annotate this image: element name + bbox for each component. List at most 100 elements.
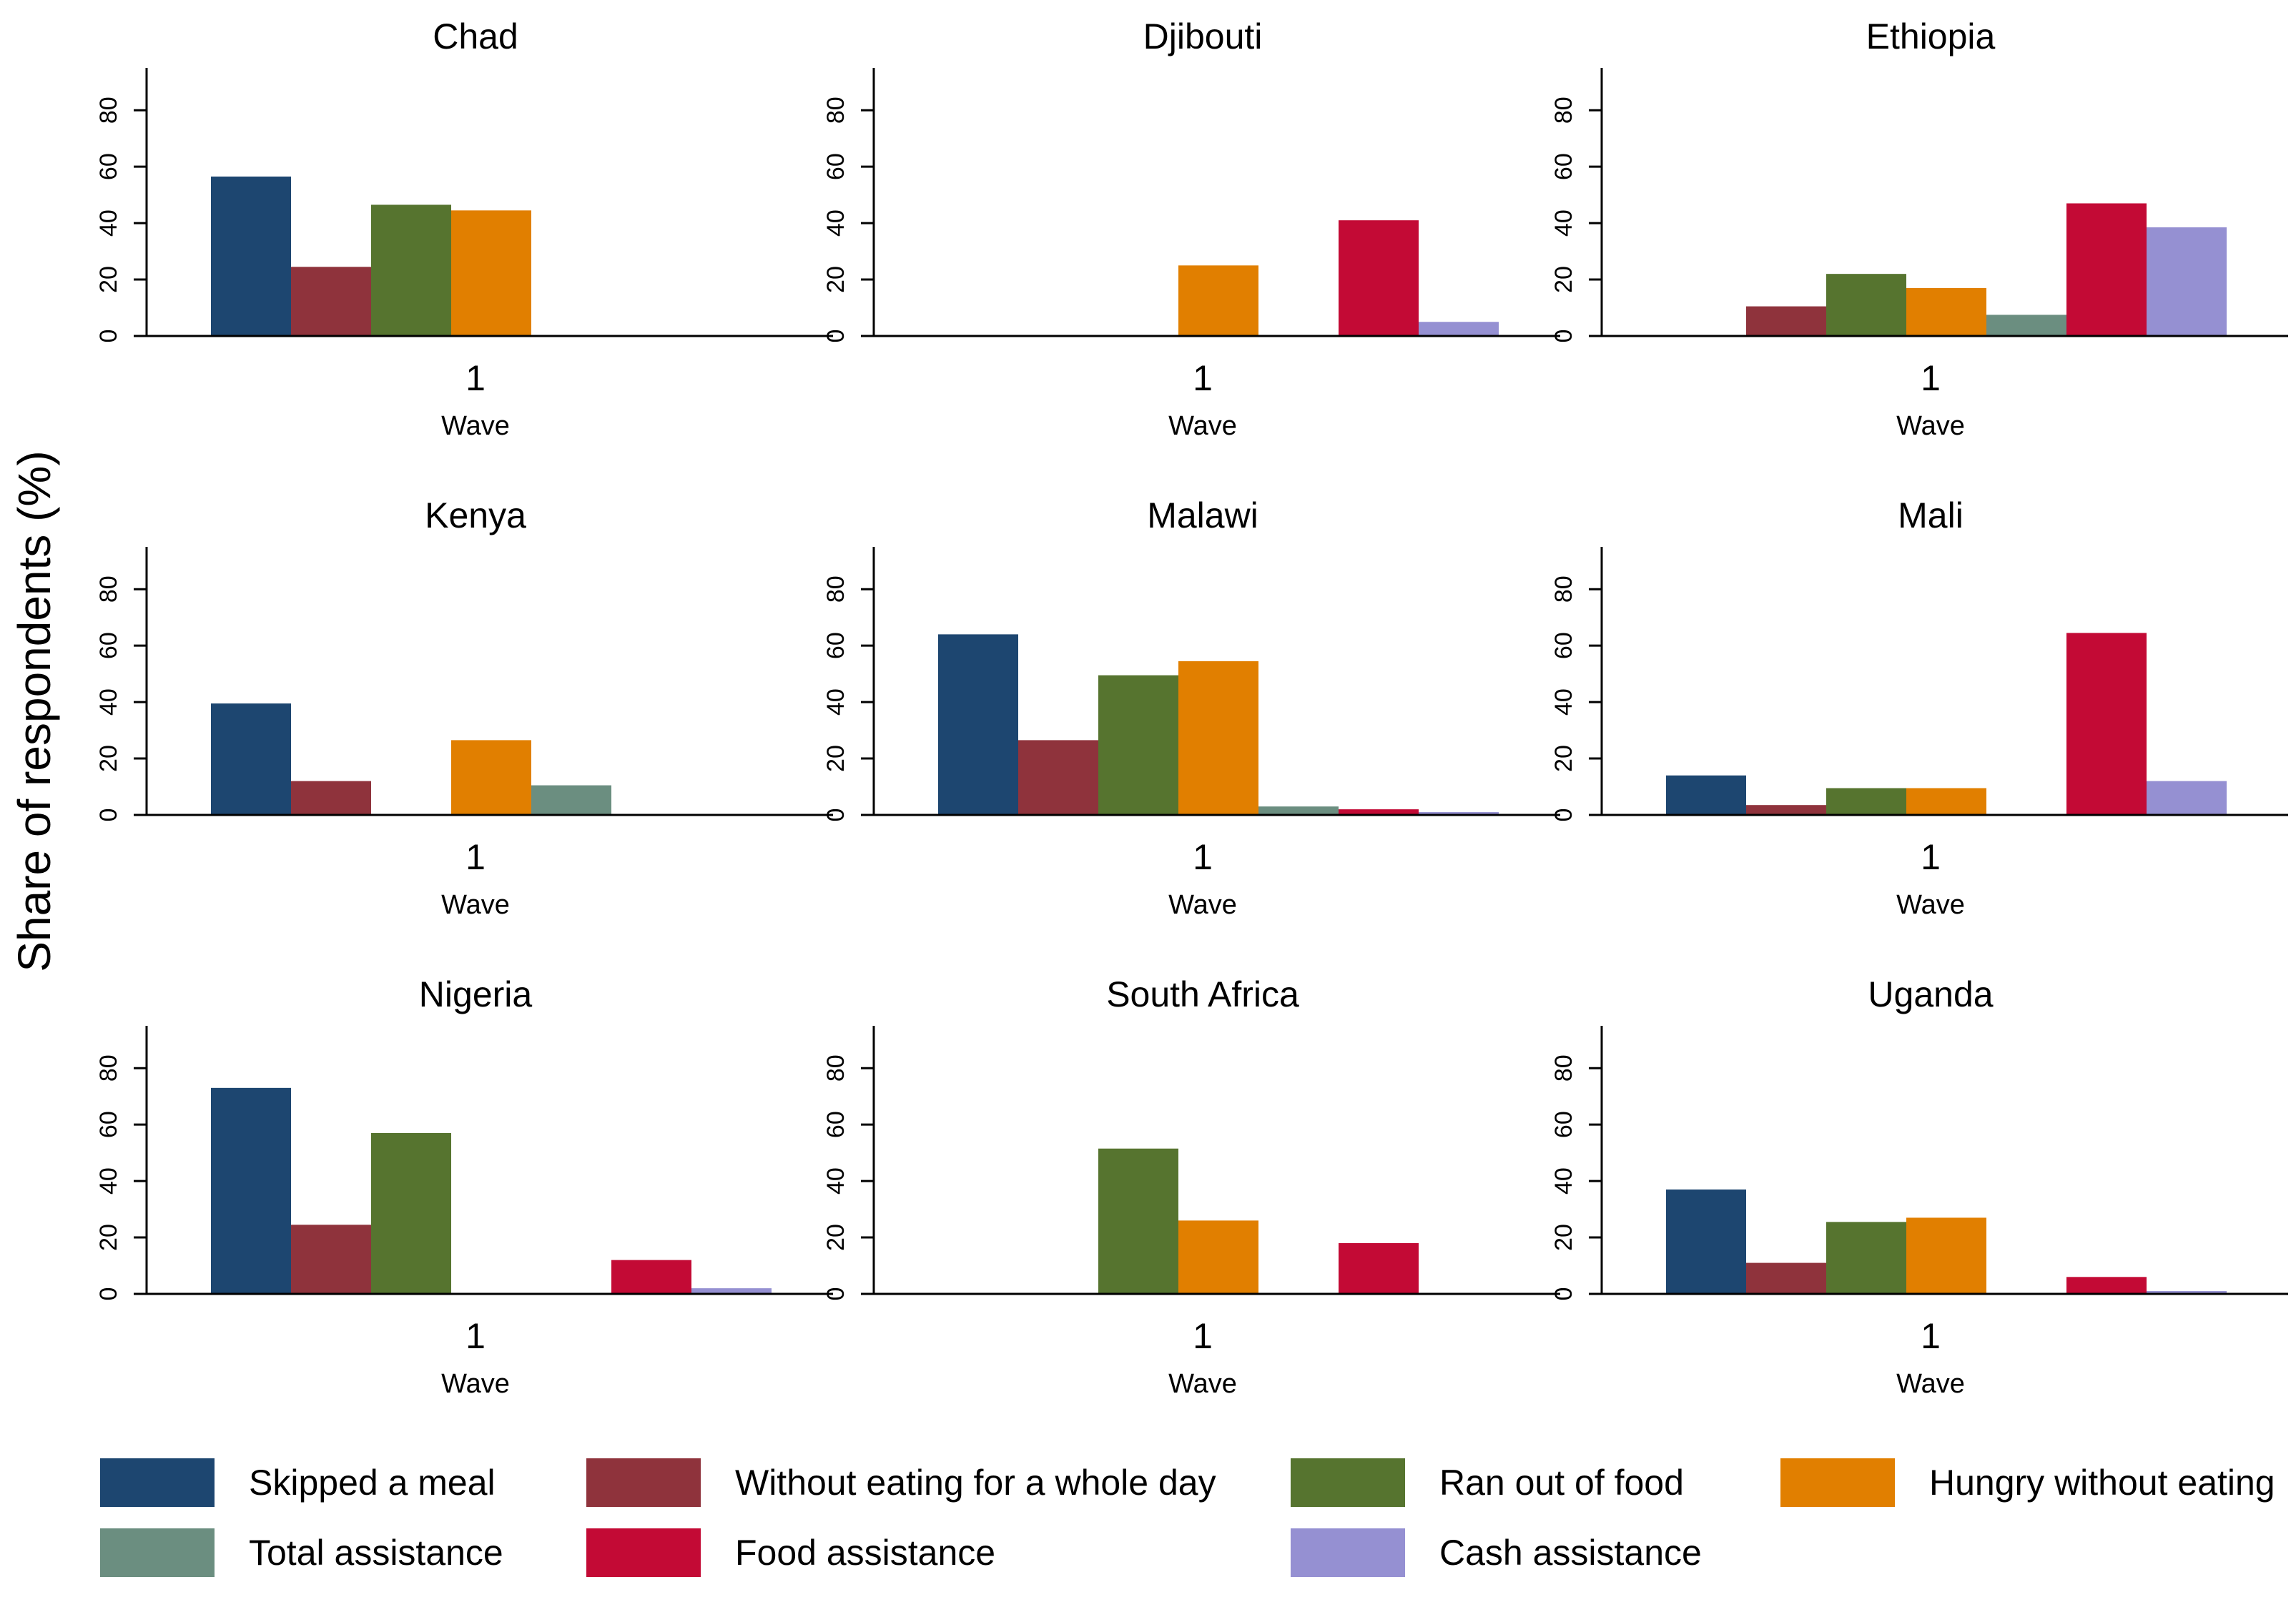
bar-hungry-without-eating (451, 210, 531, 336)
y-tick-label: 80 (1550, 1054, 1577, 1082)
panel-uganda: Uganda 0 20 40 60 80 1 Wave (1550, 974, 2288, 1399)
y-tick-label: 40 (1550, 688, 1577, 716)
bar-hungry-without-eating (1178, 265, 1258, 336)
bar-hungry-without-eating (1178, 1220, 1258, 1294)
x-tick-label: 1 (1193, 1316, 1213, 1356)
y-tick-label: 80 (822, 1054, 849, 1082)
y-tick-label: 60 (822, 632, 849, 659)
bar-cash-assistance (691, 1288, 772, 1294)
legend-item: Skipped a meal (100, 1458, 496, 1507)
x-axis-label: Wave (1896, 890, 1965, 920)
y-tick-label: 80 (1550, 575, 1577, 603)
bar-food-assistance (1339, 1242, 1419, 1294)
y-tick-label: 40 (822, 1167, 849, 1195)
panel-title: South Africa (1106, 974, 1299, 1014)
panel-south-africa: South Africa 0 20 40 60 80 1 Wave (822, 974, 1560, 1399)
y-tick-label: 60 (95, 632, 122, 659)
legend-item: Total assistance (100, 1528, 503, 1577)
y-tick-label: 20 (822, 745, 849, 772)
y-tick-label: 80 (95, 1054, 122, 1082)
bar-without-eating-for-a-whole-day (1746, 306, 1826, 336)
y-tick-label: 80 (95, 575, 122, 603)
x-axis-label: Wave (441, 1369, 510, 1399)
y-tick-label: 60 (1550, 153, 1577, 180)
y-tick-label: 20 (822, 266, 849, 293)
x-tick-label: 1 (1193, 358, 1213, 398)
bar-without-eating-for-a-whole-day (1018, 740, 1098, 815)
x-axis-label: Wave (441, 890, 510, 920)
legend-swatch (1780, 1458, 1895, 1507)
bar-food-assistance (1339, 220, 1419, 336)
legend-item: Ran out of food (1291, 1458, 1684, 1507)
y-tick-label: 20 (1550, 266, 1577, 293)
y-tick-label: 0 (95, 330, 122, 343)
panel-title: Chad (433, 16, 518, 56)
x-tick-label: 1 (465, 1316, 486, 1356)
legend-item: Hungry without eating (1780, 1458, 2275, 1507)
bar-hungry-without-eating (451, 740, 531, 815)
bar-cash-assistance (2147, 1291, 2227, 1294)
legend-swatch (1291, 1458, 1405, 1507)
x-tick-label: 1 (465, 837, 486, 877)
x-axis-label: Wave (1896, 1369, 1965, 1399)
bar-ran-out-of-food (1826, 1222, 1906, 1294)
legend-swatch (586, 1528, 701, 1577)
bar-ran-out-of-food (1826, 788, 1906, 815)
bar-hungry-without-eating (1906, 1217, 1986, 1294)
legend-label: Food assistance (735, 1533, 996, 1573)
legend-label: Ran out of food (1439, 1463, 1684, 1503)
panel-title: Djibouti (1143, 16, 1263, 56)
x-axis-label: Wave (1896, 411, 1965, 441)
y-tick-label: 40 (1550, 1167, 1577, 1195)
y-tick-label: 40 (1550, 209, 1577, 237)
panel-mali: Mali 0 20 40 60 80 1 Wave (1550, 495, 2288, 920)
panel-title: Ethiopia (1866, 16, 1996, 56)
bar-skipped-a-meal (211, 703, 291, 815)
bar-ran-out-of-food (1098, 1148, 1178, 1294)
y-tick-label: 40 (822, 209, 849, 237)
y-tick-label: 60 (822, 1111, 849, 1138)
legend-label: Without eating for a whole day (735, 1463, 1216, 1503)
panel-title: Malawi (1147, 495, 1258, 535)
bar-hungry-without-eating (1906, 287, 1986, 336)
x-tick-label: 1 (1921, 358, 1941, 398)
bar-hungry-without-eating (1178, 661, 1258, 815)
y-tick-label: 20 (95, 266, 122, 293)
panel-chad: Chad 0 20 40 60 80 1 Wave (95, 16, 833, 441)
x-tick-label: 1 (1921, 1316, 1941, 1356)
legend-label: Cash assistance (1439, 1533, 1702, 1573)
y-tick-label: 0 (95, 809, 122, 822)
y-tick-label: 60 (1550, 632, 1577, 659)
panel-ethiopia: Ethiopia 0 20 40 60 80 1 Wave (1550, 16, 2288, 441)
legend-swatch (100, 1528, 215, 1577)
y-tick-label: 20 (1550, 745, 1577, 772)
y-tick-label: 80 (822, 97, 849, 124)
y-axis-label: Share of respondents (%) (9, 450, 60, 971)
y-tick-label: 80 (822, 575, 849, 603)
legend-label: Hungry without eating (1929, 1463, 2275, 1503)
y-tick-label: 40 (95, 1167, 122, 1195)
panel-kenya: Kenya 0 20 40 60 80 1 Wave (95, 495, 833, 920)
bar-ran-out-of-food (1098, 675, 1178, 815)
bar-cash-assistance (2147, 781, 2227, 815)
bar-skipped-a-meal (1666, 775, 1746, 815)
bar-skipped-a-meal (211, 1087, 291, 1294)
x-tick-label: 1 (1193, 837, 1213, 877)
bar-food-assistance (1339, 809, 1419, 815)
bar-cash-assistance (1419, 322, 1499, 336)
x-axis-label: Wave (1168, 1369, 1237, 1399)
y-tick-label: 40 (95, 688, 122, 716)
panel-nigeria: Nigeria 0 20 40 60 80 1 Wave (95, 974, 833, 1399)
bar-food-assistance (2066, 203, 2147, 336)
legend-label: Skipped a meal (249, 1463, 496, 1503)
bar-total-assistance (1258, 806, 1339, 815)
bar-skipped-a-meal (1666, 1189, 1746, 1294)
y-tick-label: 60 (822, 153, 849, 180)
legend: Skipped a meal Without eating for a whole… (100, 1458, 2288, 1594)
bar-without-eating-for-a-whole-day (1746, 805, 1826, 815)
y-tick-label: 0 (822, 809, 849, 822)
bar-without-eating-for-a-whole-day (291, 781, 371, 815)
legend-label: Total assistance (249, 1533, 503, 1573)
bar-without-eating-for-a-whole-day (1746, 1262, 1826, 1294)
